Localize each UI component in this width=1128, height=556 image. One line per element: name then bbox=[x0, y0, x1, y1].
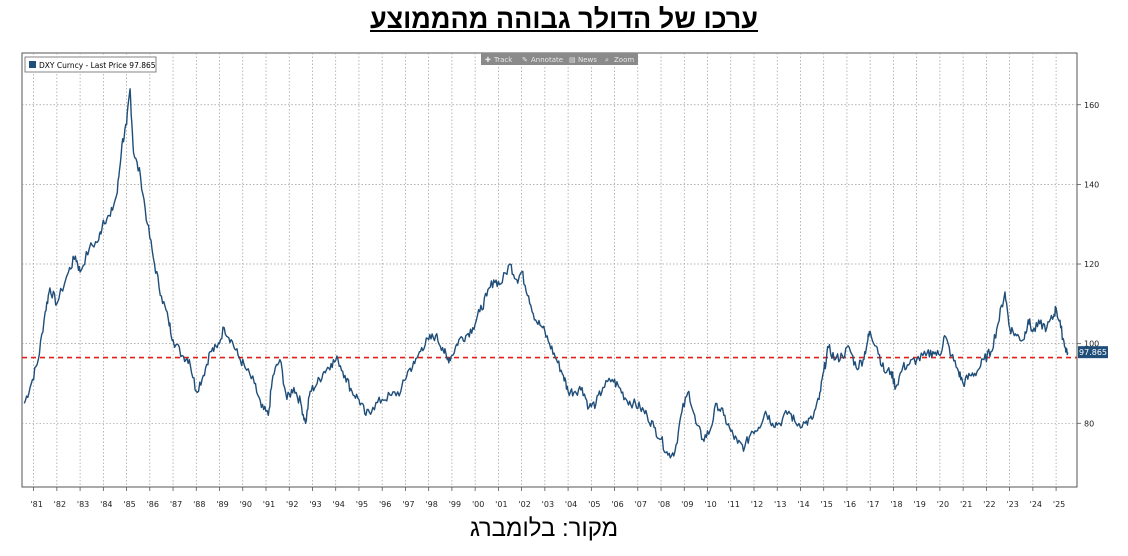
chart-title: ערכו של הדולר גבוהה מהממוצע bbox=[369, 4, 758, 34]
x-tick-label: '00 bbox=[472, 500, 484, 509]
x-tick-label: '10 bbox=[704, 500, 716, 509]
last-value-tag bbox=[1078, 346, 1108, 359]
pencil-icon: ✎ bbox=[522, 56, 528, 64]
x-tick-label: '24 bbox=[1030, 500, 1042, 509]
x-tick-label: '91 bbox=[263, 500, 275, 509]
x-tick-label: '19 bbox=[913, 500, 925, 509]
y-tick-label: 80 bbox=[1084, 419, 1094, 428]
x-tick-label: '84 bbox=[100, 500, 112, 509]
toolbar-track-label: Track bbox=[493, 56, 513, 64]
series-group bbox=[23, 88, 1069, 459]
toolbar-zoom-label: Zoom bbox=[614, 56, 634, 64]
x-tick-label: '96 bbox=[379, 500, 391, 509]
y-tick-label: 140 bbox=[1084, 180, 1099, 189]
x-tick-label: '98 bbox=[425, 500, 437, 509]
x-tick-label: '03 bbox=[542, 500, 554, 509]
x-tick-label: '95 bbox=[356, 500, 368, 509]
x-tick-label: '09 bbox=[681, 500, 693, 509]
toolbar-annotate-label: Annotate bbox=[531, 56, 563, 64]
toolbar-zoom-button[interactable]: ⌕ Zoom bbox=[605, 56, 634, 64]
y-tick-label: 120 bbox=[1084, 260, 1099, 269]
toolbar-news-button[interactable]: ▤ News bbox=[569, 56, 597, 64]
x-tick-label: '25 bbox=[1053, 500, 1065, 509]
x-tick-label: '23 bbox=[1006, 500, 1018, 509]
legend: DXY Curncy - Last Price 97.865 bbox=[24, 56, 157, 73]
y-axis: 80 100 120 140 160 97.865 bbox=[1077, 101, 1108, 428]
x-tick-label: '20 bbox=[937, 500, 949, 509]
toolbar-annotate-button[interactable]: ✎ Annotate bbox=[522, 56, 563, 64]
x-tick-label: '18 bbox=[890, 500, 902, 509]
legend-label: DXY Curncy - Last Price 97.865 bbox=[39, 61, 156, 70]
zoom-icon: ⌕ bbox=[605, 56, 609, 64]
x-tick-label: '12 bbox=[751, 500, 763, 509]
x-tick-label: '11 bbox=[728, 500, 740, 509]
x-tick-label: '89 bbox=[216, 500, 228, 509]
source-note: מקור: בלומברג bbox=[469, 515, 619, 542]
y-tick-label: 160 bbox=[1084, 101, 1099, 110]
x-tick-label: '87 bbox=[170, 500, 182, 509]
x-tick-label: '01 bbox=[495, 500, 507, 509]
toolbar-news-label: News bbox=[578, 56, 597, 64]
news-icon: ▤ bbox=[569, 56, 576, 64]
series-line bbox=[23, 88, 1069, 459]
x-tick-label: '88 bbox=[193, 500, 205, 509]
x-tick-label: '86 bbox=[147, 500, 159, 509]
toolbar-track-button[interactable]: ✚ Track bbox=[485, 56, 513, 64]
x-tick-label: '17 bbox=[867, 500, 879, 509]
plot-frame bbox=[21, 52, 1078, 488]
x-tick-label: '97 bbox=[402, 500, 414, 509]
x-tick-label: '05 bbox=[588, 500, 600, 509]
x-tick-label: '90 bbox=[240, 500, 252, 509]
x-tick-label: '83 bbox=[77, 500, 89, 509]
x-tick-label: '15 bbox=[821, 500, 833, 509]
x-tick-label: '81 bbox=[30, 500, 42, 509]
track-icon: ✚ bbox=[485, 56, 491, 64]
x-tick-label: '93 bbox=[309, 500, 321, 509]
x-tick-label: '21 bbox=[960, 500, 972, 509]
last-value-label: 97.865 bbox=[1079, 348, 1107, 357]
x-tick-label: '06 bbox=[611, 500, 623, 509]
x-tick-label: '94 bbox=[333, 500, 345, 509]
x-tick-label: '85 bbox=[123, 500, 135, 509]
toolbar: ✚ Track ✎ Annotate ▤ News ⌕ Zoom bbox=[481, 53, 638, 65]
x-tick-label: '02 bbox=[518, 500, 530, 509]
grid bbox=[22, 53, 1077, 487]
x-tick-label: '14 bbox=[797, 500, 809, 509]
x-tick-label: '92 bbox=[286, 500, 298, 509]
x-tick-label: '99 bbox=[449, 500, 461, 509]
x-tick-label: '04 bbox=[565, 500, 577, 509]
x-axis: '81 '82 '83 '84 '85 '86 '87 '88 '89 '90 '91 '92 '93 '… bbox=[30, 487, 1065, 509]
x-tick-label: '13 bbox=[774, 500, 786, 509]
x-tick-label: '82 bbox=[54, 500, 66, 509]
x-tick-label: '22 bbox=[983, 500, 995, 509]
x-tick-label: '08 bbox=[658, 500, 670, 509]
x-tick-label: '07 bbox=[635, 500, 647, 509]
x-tick-label: '16 bbox=[844, 500, 856, 509]
legend-swatch bbox=[29, 61, 36, 68]
y-tick-label: 100 bbox=[1084, 340, 1099, 349]
